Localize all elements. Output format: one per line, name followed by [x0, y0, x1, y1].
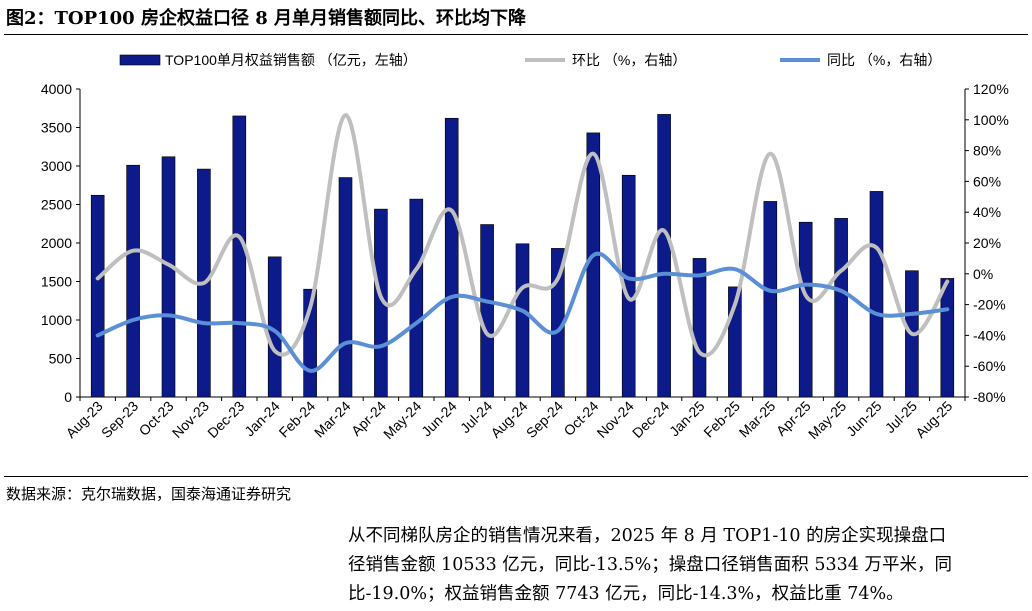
left-tick-label: 2500 — [41, 197, 72, 213]
right-tick-label: -80% — [973, 389, 1006, 405]
x-tick-label: Sep-23 — [98, 398, 141, 441]
x-tick-label: Jun-24 — [418, 398, 460, 440]
x-tick-label: Jun-25 — [843, 398, 885, 440]
left-tick-label: 2000 — [41, 235, 72, 251]
x-tick-label: Jan-24 — [241, 398, 283, 440]
bar — [692, 258, 707, 398]
source-divider — [4, 476, 1028, 477]
x-tick-label: Nov-23 — [169, 398, 212, 441]
right-tick-label: 120% — [973, 81, 1009, 97]
left-tick-label: 4000 — [41, 81, 72, 97]
source-note: 数据来源：克尔瑞数据，国泰海通证券研究 — [6, 485, 292, 503]
bar — [940, 278, 955, 398]
right-tick-label: -20% — [973, 297, 1006, 313]
x-tick-label: Mar-25 — [736, 398, 779, 441]
right-tick-label: -40% — [973, 327, 1006, 343]
x-tick-label: Aug-24 — [487, 398, 530, 441]
bar — [232, 115, 247, 398]
legend-label-bar: TOP100单月权益销售额 （亿元，左轴） — [165, 52, 417, 68]
x-tick-label: May-24 — [380, 398, 424, 442]
body-paragraph: 从不同梯队房企的销售情况来看，2025 年 8 月 TOP1-10 的房企实现操… — [348, 522, 1028, 609]
x-tick-label: Dec-23 — [204, 398, 247, 441]
right-tick-label: 80% — [973, 143, 1001, 159]
x-tick-label: May-25 — [805, 398, 849, 442]
x-tick-label: Aug-25 — [912, 398, 955, 441]
legend-swatch-bar — [119, 54, 161, 66]
x-tick-label: Feb-25 — [700, 398, 743, 441]
paragraph-line: 从不同梯队房企的销售情况来看，2025 年 8 月 TOP1-10 的房企实现操… — [348, 526, 947, 546]
bar — [515, 243, 530, 398]
x-tick-label: Sep-24 — [523, 398, 566, 441]
bar — [869, 191, 884, 398]
left-tick-label: 0 — [64, 389, 72, 405]
figure-title: 图2：TOP100 房企权益口径 8 月单月销售额同比、环比均下降 — [6, 8, 527, 29]
right-tick-label: 0% — [973, 266, 993, 282]
bar — [480, 224, 494, 398]
legend-label-yoy: 同比 （%，右轴） — [827, 52, 941, 68]
bar — [657, 114, 671, 398]
yoy-series-line — [95, 251, 950, 373]
bar — [161, 156, 176, 398]
left-tick-label: 3000 — [41, 158, 72, 174]
right-tick-label: 40% — [973, 204, 1001, 220]
title-divider — [4, 34, 1028, 35]
right-tick-label: 20% — [973, 235, 1001, 251]
bar — [126, 164, 140, 398]
right-tick-label: -60% — [973, 358, 1006, 374]
mom-series-line — [95, 113, 950, 358]
legend-label-mom: 环比 （%，右轴） — [572, 52, 686, 68]
chart: 0 500 1000 1500 2000 2500 3000 3500 4000 -80% -60%… — [41, 52, 1009, 442]
bar — [409, 198, 424, 398]
right-tick-label: 60% — [973, 173, 1001, 189]
x-tick-label: Dec-24 — [629, 398, 672, 441]
x-tick-label: Jan-25 — [666, 398, 708, 440]
left-tick-label: 1500 — [41, 274, 72, 290]
bar — [90, 194, 105, 398]
left-tick-label: 500 — [49, 351, 73, 367]
left-tick-label: 1000 — [41, 312, 72, 328]
x-tick-label: Feb-24 — [276, 398, 319, 441]
bar — [338, 177, 353, 398]
bar — [763, 201, 778, 398]
paragraph-line: 径销售金额 10533 亿元，同比-13.5%；操盘口径销售面积 5334 万平… — [348, 555, 952, 575]
bar — [444, 117, 459, 398]
x-tick-label: Nov-24 — [594, 398, 637, 441]
paragraph-line: 比-19.0%；权益销售金额 7743 亿元，同比-14.3%，权益比重 74%… — [348, 584, 904, 604]
right-tick-label: 100% — [973, 112, 1009, 128]
bar — [834, 218, 848, 398]
left-tick-label: 3500 — [41, 120, 72, 136]
bar — [798, 221, 813, 398]
x-tick-label: Mar-24 — [311, 398, 354, 441]
